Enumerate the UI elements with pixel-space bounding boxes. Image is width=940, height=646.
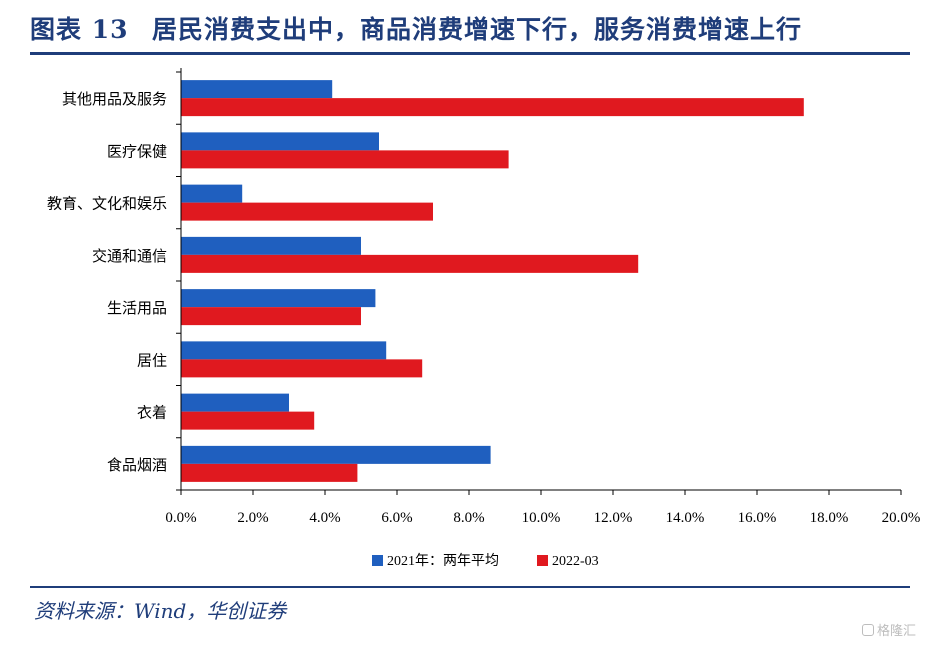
category-label: 医疗保健 [107, 142, 167, 160]
title-bar: 图表 13 居民消费支出中，商品消费增速下行，服务消费增速上行 [0, 0, 940, 52]
footer-divider [30, 586, 910, 588]
x-tick-label: 4.0% [309, 510, 340, 526]
x-tick-label: 12.0% [594, 510, 633, 526]
watermark-logo-icon [862, 623, 874, 636]
bar-2021-avg [181, 445, 491, 464]
bar-2022-03 [181, 307, 361, 326]
category-label: 食品烟酒 [107, 456, 167, 474]
x-tick-label: 10.0% [522, 510, 561, 526]
x-tick-label: 16.0% [738, 510, 777, 526]
figure-label: 图表 13 [30, 15, 129, 44]
page-title: 居民消费支出中，商品消费增速下行，服务消费增速上行 [152, 15, 803, 44]
watermark-text: 格隆汇 [877, 624, 917, 639]
bar-2022-03 [181, 411, 315, 430]
bar-2022-03 [181, 202, 433, 221]
x-tick-label: 6.0% [381, 510, 412, 526]
x-tick-label: 0.0% [165, 510, 196, 526]
x-tick-label: 14.0% [666, 510, 705, 526]
bar-2021-avg [181, 236, 361, 255]
legend-label: 2022-03 [552, 554, 599, 569]
category-label: 生活用品 [107, 299, 167, 317]
legend-swatch [537, 555, 548, 566]
bar-2021-avg [181, 289, 376, 308]
bar-2021-avg [181, 184, 243, 203]
bar-2022-03 [181, 150, 509, 169]
category-label: 衣着 [137, 404, 167, 422]
bar-2021-avg [181, 80, 333, 99]
watermark: 格隆汇 [862, 620, 916, 639]
x-tick-label: 18.0% [810, 510, 849, 526]
title-divider [30, 52, 910, 55]
bar-2021-avg [181, 393, 289, 412]
x-tick-label: 8.0% [453, 510, 484, 526]
legend-label: 2021年：两年平均 [387, 553, 499, 569]
source-note: 资料来源：Wind，华创证券 [34, 599, 287, 623]
bar-2021-avg [181, 132, 379, 151]
bar-2022-03 [181, 463, 358, 482]
bar-2021-avg [181, 341, 387, 360]
bar-2022-03 [181, 359, 423, 378]
category-label: 教育、文化和娱乐 [47, 195, 167, 213]
category-label: 交通和通信 [92, 247, 167, 265]
bar-2022-03 [181, 98, 804, 117]
category-label: 其他用品及服务 [62, 90, 167, 108]
legend-swatch [372, 555, 383, 566]
bar-2022-03 [181, 254, 639, 273]
x-tick-label: 2.0% [237, 510, 268, 526]
x-tick-label: 20.0% [882, 510, 921, 526]
category-label: 居住 [137, 351, 167, 369]
